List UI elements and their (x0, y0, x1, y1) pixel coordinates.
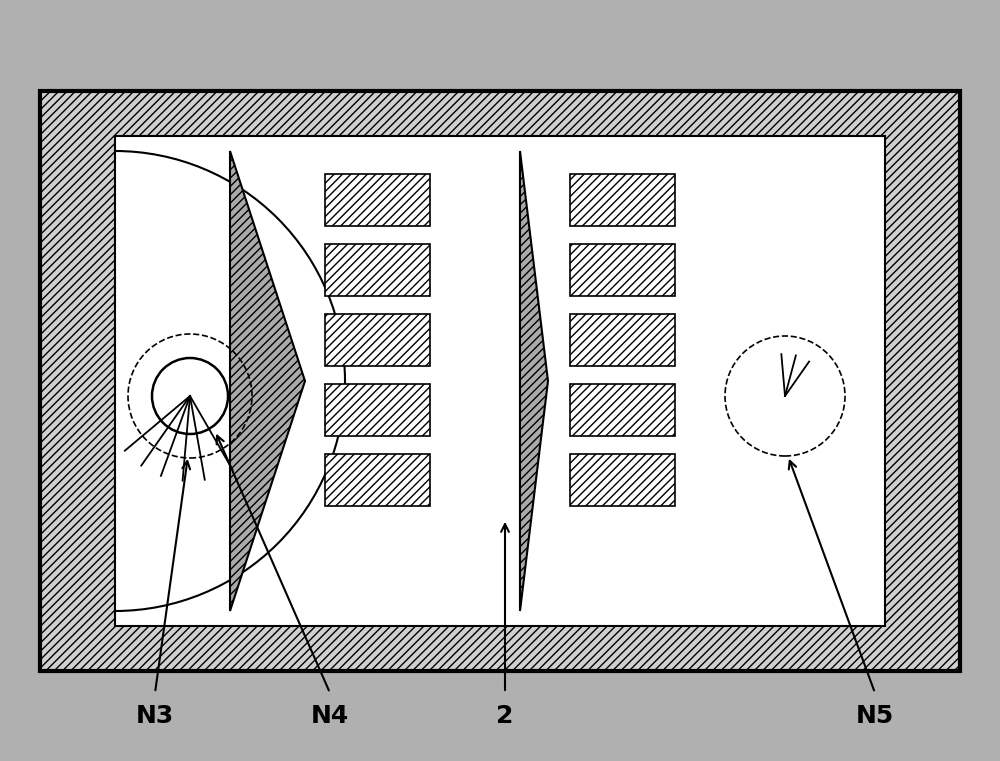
Text: N3: N3 (136, 704, 174, 728)
Bar (570, 384, 675, 436)
Polygon shape (230, 151, 305, 611)
Bar (570, 174, 675, 226)
Bar (325, 244, 430, 296)
Text: N5: N5 (856, 704, 894, 728)
Text: 2: 2 (496, 704, 514, 728)
Bar (570, 314, 675, 366)
Circle shape (152, 358, 228, 434)
Bar (115, 136, 885, 626)
Bar (325, 454, 430, 506)
Bar (325, 384, 430, 436)
Bar (570, 244, 675, 296)
Bar (325, 314, 430, 366)
Circle shape (725, 336, 845, 456)
Bar (570, 454, 675, 506)
Bar (325, 174, 430, 226)
Bar (40, 91, 960, 671)
Wedge shape (115, 151, 345, 611)
Text: N4: N4 (311, 704, 349, 728)
Polygon shape (520, 151, 548, 611)
